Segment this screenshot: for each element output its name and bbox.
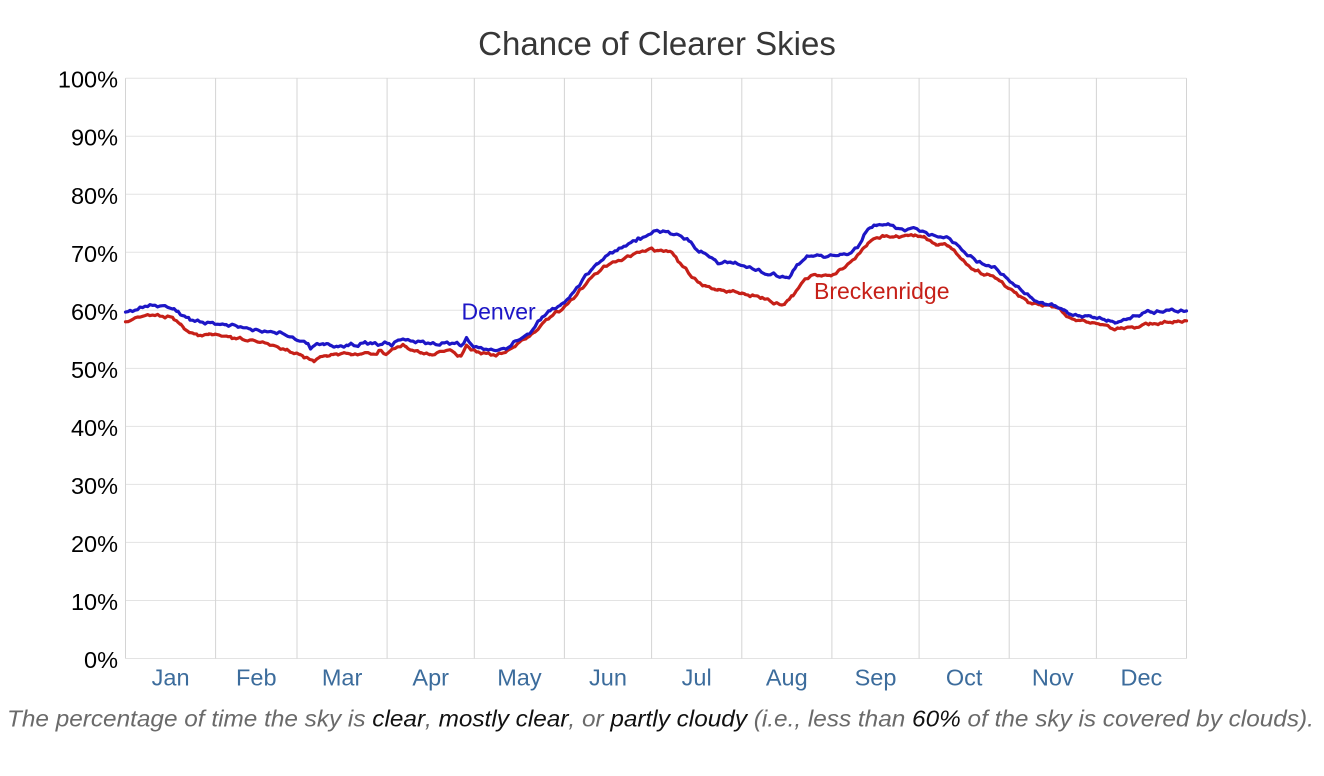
svg-text:Jan: Jan	[152, 665, 190, 691]
svg-text:Dec: Dec	[1121, 665, 1163, 691]
svg-text:100%: 100%	[58, 67, 118, 93]
svg-text:30%: 30%	[71, 473, 118, 499]
svg-text:0%: 0%	[84, 647, 118, 673]
svg-text:Denver: Denver	[462, 299, 536, 325]
svg-text:20%: 20%	[71, 531, 118, 557]
svg-text:Aug: Aug	[766, 665, 808, 691]
svg-text:Jul: Jul	[682, 665, 712, 691]
svg-text:80%: 80%	[71, 183, 118, 209]
svg-text:Sep: Sep	[855, 665, 897, 691]
svg-text:40%: 40%	[71, 415, 118, 441]
svg-text:May: May	[497, 665, 542, 691]
svg-text:Nov: Nov	[1032, 665, 1074, 691]
svg-text:Chance of Clearer Skies: Chance of Clearer Skies	[478, 25, 836, 62]
svg-text:The percentage of time the sky: The percentage of time the sky is clear,…	[7, 707, 1314, 732]
svg-text:90%: 90%	[71, 125, 118, 151]
svg-text:Mar: Mar	[322, 665, 363, 691]
svg-text:Jun: Jun	[589, 665, 627, 691]
svg-text:60%: 60%	[71, 299, 118, 325]
svg-text:Oct: Oct	[946, 665, 983, 691]
svg-text:Feb: Feb	[236, 665, 277, 691]
svg-text:70%: 70%	[71, 241, 118, 267]
svg-text:10%: 10%	[71, 589, 118, 615]
svg-text:Apr: Apr	[412, 665, 449, 691]
svg-text:50%: 50%	[71, 357, 118, 383]
svg-text:Breckenridge: Breckenridge	[814, 278, 950, 304]
